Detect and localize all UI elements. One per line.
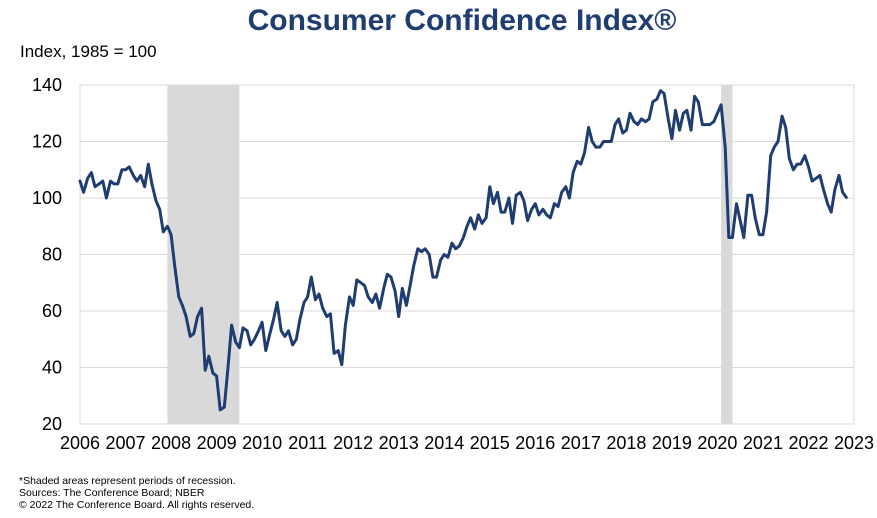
y-tick-60: 60 <box>42 301 62 321</box>
x-tick-2017: 2017 <box>561 433 601 453</box>
x-tick-2010: 2010 <box>242 433 282 453</box>
chart-title: Consumer Confidence Index® <box>248 4 677 37</box>
x-tick-2014: 2014 <box>424 433 464 453</box>
x-tick-2022: 2022 <box>788 433 828 453</box>
x-tick-2023: 2023 <box>834 433 874 453</box>
x-tick-2020: 2020 <box>697 433 737 453</box>
x-tick-labels: 2006 2007 2008 2009 2010 2011 2012 2013 2014 2015… <box>60 433 874 453</box>
y-tick-40: 40 <box>42 358 62 378</box>
footnote-copyright: © 2022 The Conference Board. All rights … <box>19 499 254 511</box>
y-tick-120: 120 <box>32 132 62 152</box>
y-tick-20: 20 <box>42 414 62 434</box>
y-tick-80: 80 <box>42 245 62 265</box>
x-tick-2018: 2018 <box>606 433 646 453</box>
footnote-recession: *Shaded areas represent periods of reces… <box>19 475 236 487</box>
x-tick-2021: 2021 <box>743 433 783 453</box>
x-tick-2009: 2009 <box>197 433 237 453</box>
x-tick-2007: 2007 <box>106 433 146 453</box>
x-tick-2008: 2008 <box>151 433 191 453</box>
series-line-group <box>78 89 848 412</box>
x-tick-2016: 2016 <box>515 433 555 453</box>
x-tick-2006: 2006 <box>60 433 100 453</box>
footnote-sources: Sources: The Conference Board; NBER <box>19 487 205 499</box>
x-tick-2015: 2015 <box>470 433 510 453</box>
y-axis-label: Index, 1985 = 100 <box>20 42 157 61</box>
series-line <box>78 89 848 412</box>
x-tick-2012: 2012 <box>333 433 373 453</box>
y-tick-labels: 20 40 60 80 100 120 140 <box>32 75 62 434</box>
x-tick-2019: 2019 <box>652 433 692 453</box>
y-tick-100: 100 <box>32 188 62 208</box>
x-tick-2013: 2013 <box>379 433 419 453</box>
y-tick-140: 140 <box>32 75 62 95</box>
x-tick-2011: 2011 <box>288 433 327 453</box>
plot-area-frame <box>79 84 855 425</box>
